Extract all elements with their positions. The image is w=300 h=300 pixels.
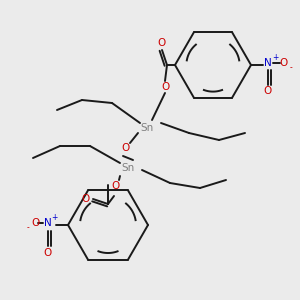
Text: O: O (32, 218, 40, 228)
Text: -: - (27, 224, 29, 232)
Text: O: O (82, 194, 90, 204)
Text: O: O (264, 86, 272, 96)
Text: +: + (51, 212, 57, 221)
Text: O: O (44, 248, 52, 258)
Text: O: O (158, 38, 166, 48)
Text: -: - (290, 64, 292, 73)
Text: +: + (272, 53, 278, 62)
Text: O: O (279, 58, 287, 68)
Text: O: O (112, 181, 120, 191)
Text: N: N (44, 218, 52, 228)
Text: O: O (161, 82, 169, 92)
Text: O: O (121, 143, 129, 153)
Text: N: N (264, 58, 272, 68)
Text: Sn: Sn (140, 123, 154, 133)
Text: Sn: Sn (122, 163, 135, 173)
